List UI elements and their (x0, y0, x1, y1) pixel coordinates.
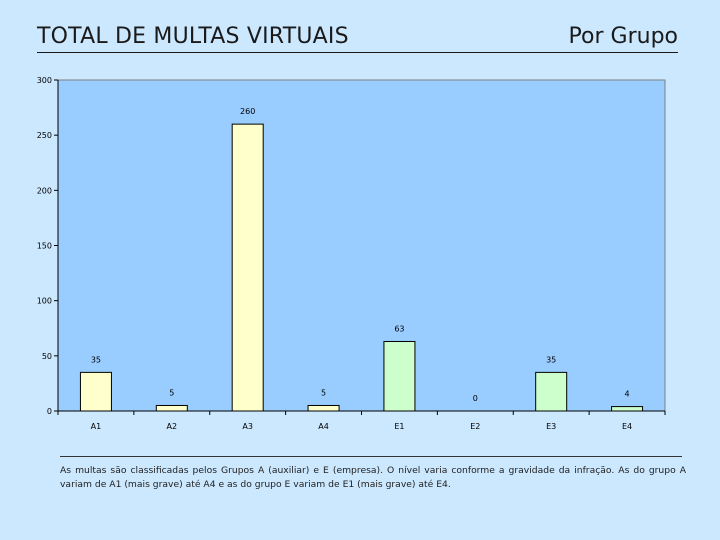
y-tick-label: 100 (37, 297, 52, 306)
data-label: 5 (169, 388, 174, 397)
bar (383, 340, 416, 412)
y-tick-label: 150 (37, 242, 52, 251)
data-label: 5 (321, 388, 326, 397)
data-label: 35 (91, 355, 101, 364)
page-subtitle: Por Grupo (568, 24, 678, 49)
bar (535, 371, 568, 412)
data-label: 260 (240, 107, 255, 116)
data-label: 0 (473, 394, 478, 403)
x-tick-label: A4 (318, 422, 329, 431)
bar (79, 371, 112, 412)
slide-title: TOTAL DE MULTAS VIRTUAIS Por Grupo (37, 22, 678, 53)
bar (611, 406, 644, 412)
footnote: As multas são classificadas pelos Grupos… (60, 465, 686, 490)
x-tick-label: A1 (91, 422, 102, 431)
x-tick-label: A2 (167, 422, 178, 431)
x-tick-label: E2 (470, 422, 480, 431)
data-label: 4 (625, 390, 630, 399)
bar (155, 404, 188, 412)
x-tick-label: E1 (394, 422, 404, 431)
x-tick-label: E3 (546, 422, 556, 431)
plot-area (57, 79, 666, 412)
y-tick-label: 0 (47, 407, 52, 416)
y-tick-label: 50 (42, 352, 52, 361)
x-tick-label: E4 (622, 422, 632, 431)
y-tick-label: 250 (37, 131, 52, 140)
bar (231, 123, 264, 412)
data-label: 63 (394, 324, 404, 333)
page-title: TOTAL DE MULTAS VIRTUAIS (37, 24, 349, 49)
divider (60, 456, 682, 457)
data-label: 35 (546, 355, 556, 364)
y-tick-label: 300 (37, 76, 52, 85)
y-tick-label: 200 (37, 186, 52, 195)
x-tick-label: A3 (242, 422, 253, 431)
bar (307, 404, 340, 412)
